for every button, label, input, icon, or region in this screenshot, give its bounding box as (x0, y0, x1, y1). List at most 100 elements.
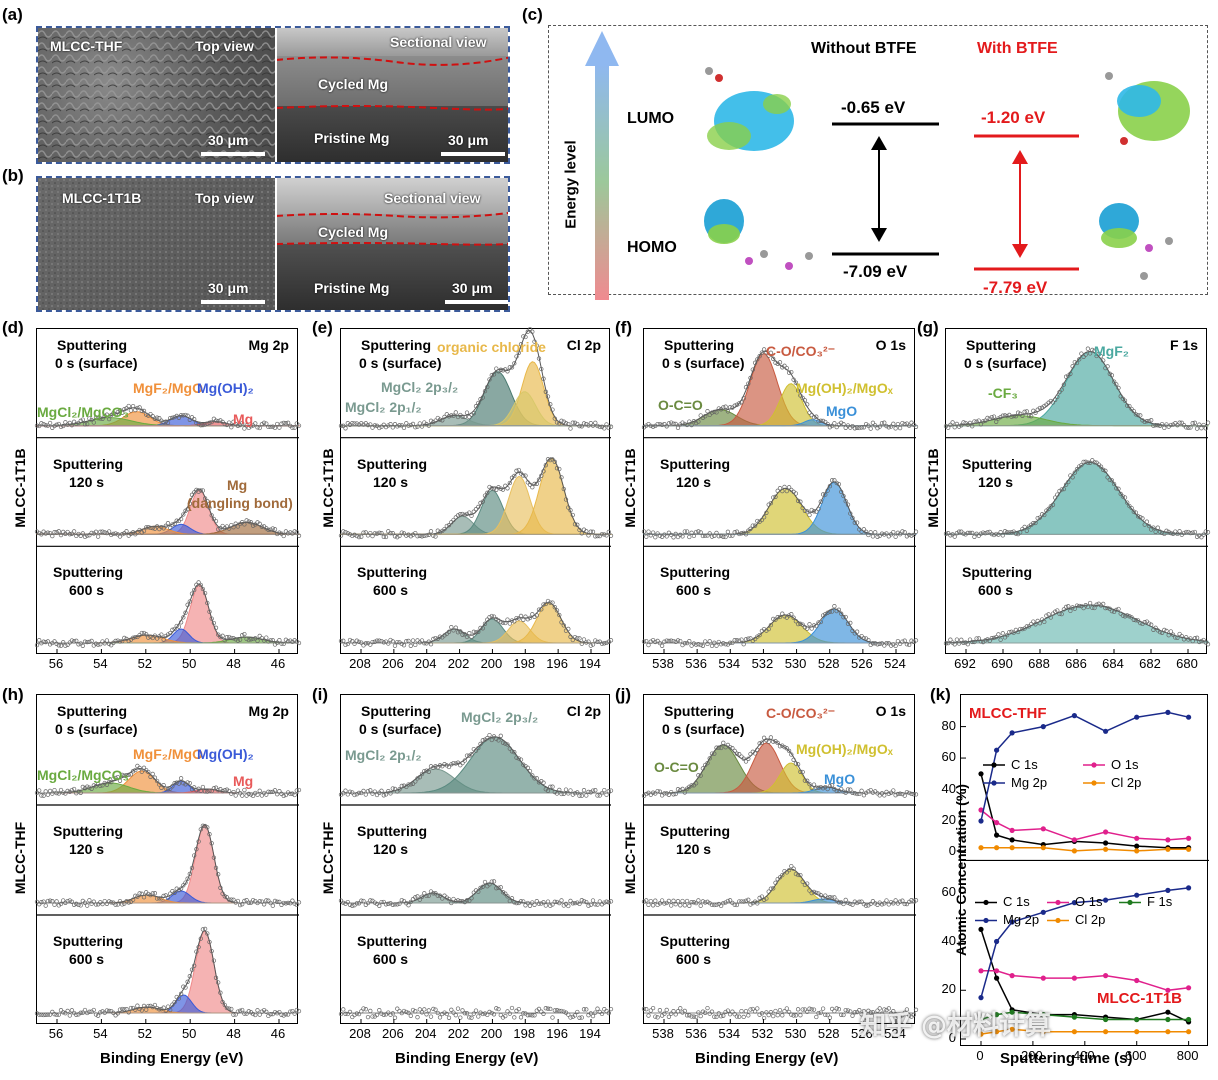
k-point-1-2-5 (1103, 1016, 1109, 1023)
sem-interface-lines-b (276, 211, 508, 246)
peak-label-h-2: MgCl₂/MgCO₃ (37, 767, 130, 783)
peak-label-d-4: Mg (227, 477, 248, 493)
with-homo-value: -7.79 eV (983, 278, 1048, 297)
panel-label-c: (c) (522, 5, 543, 24)
gap-arrowhead-up-with (1012, 150, 1028, 164)
x-tick-g: 684 (1102, 656, 1124, 671)
xps-datapoints-e-2 (338, 598, 614, 648)
x-tick-g: 680 (1176, 656, 1198, 671)
sputter-label-h-2: Sputtering (53, 933, 123, 949)
k-point-0-3-8 (1186, 846, 1192, 852)
k-point-0-1-5 (1103, 829, 1109, 835)
sputter-label-e-0: Sputtering (361, 337, 431, 353)
sputter-label-i-2: Sputtering (357, 933, 427, 949)
x-tick-d: 50 (181, 656, 197, 671)
x-tick-j: 526 (850, 1026, 873, 1041)
peak-label-d-1: Mg(OH)₂ (197, 380, 254, 396)
x-tick-f: 524 (884, 656, 906, 671)
panel-label-h: (h) (2, 685, 24, 704)
k-point-0-3-3 (1040, 845, 1046, 851)
sputter-time-h-1: 120 s (69, 841, 105, 857)
ylabel-f: MLCC-1T1B (622, 448, 638, 528)
sem-section-label-a: Sectional view (390, 34, 487, 50)
x-tick-h: 50 (181, 1026, 197, 1041)
peak-label-h-0: MgF₂/MgO (133, 746, 203, 762)
xps-datapoints-d-2 (34, 580, 302, 648)
x-tick-d: 52 (137, 656, 153, 671)
xps-datapoints-e-0 (338, 326, 614, 431)
xps-panel-f: Sputtering 0 s (surface) Sputtering 120 s Sp… (641, 328, 919, 654)
lumo-orbital-with-icon (1105, 72, 1190, 145)
x-tick-e: 198 (513, 656, 536, 671)
sem-section-view-a (276, 28, 508, 162)
sputter-time-e-0: 0 s (surface) (359, 355, 442, 371)
peak-label-f-0: C-O/CO₃²⁻ (766, 343, 836, 359)
xlabel-h: Binding Energy (eV) (100, 1050, 244, 1067)
k-y-tick: 40 (941, 932, 956, 948)
x-tick-d: 46 (270, 656, 286, 671)
sputter-time-d-2: 600 s (69, 582, 105, 599)
peak-label-h-1: Mg(OH)₂ (197, 746, 254, 762)
peak-label-f-2: O-C=O (658, 397, 703, 413)
k-point-0-2-2 (1009, 730, 1015, 736)
k-plot-svg (961, 709, 1209, 1046)
k-point-0-2-4 (1071, 713, 1077, 719)
x-tick-g: 686 (1065, 656, 1087, 671)
energy-axis-label: Energy level (562, 140, 580, 229)
k-point-0-2-6 (1134, 714, 1140, 720)
k-point-1-4-7 (1165, 1029, 1171, 1035)
k-point-0-2-3 (1040, 724, 1046, 730)
sputter-label-j-2: Sputtering (660, 933, 730, 949)
x-tick-e: 200 (480, 656, 503, 671)
sem-texture-b (38, 178, 276, 310)
panel-label-e: (e) (312, 318, 333, 337)
x-tick-f: 528 (817, 656, 840, 671)
x-tick-g: 682 (1139, 656, 1161, 671)
sputter-time-d-1: 120 s (69, 473, 105, 490)
k-point-1-3-5 (1103, 897, 1109, 903)
k-legend-label-1-2: F 1s (1147, 894, 1173, 910)
k-legend-marker (1091, 762, 1097, 768)
peak-label-j-2: O-C=O (654, 759, 699, 775)
without-lumo-value: -0.65 eV (841, 98, 906, 117)
k-xlabel: Sputtering time (s) (1000, 1050, 1133, 1067)
core-level-title-e: Cl 2p (566, 337, 601, 353)
sputter-label-f-0: Sputtering (664, 337, 734, 353)
xps-panel-e: Sputtering 0 s (surface) Sputtering 120 s Sp… (338, 326, 614, 654)
sem-texture-a (38, 28, 276, 162)
scale-bar (201, 300, 265, 304)
sem-scale-label-b2: 30 μm (452, 280, 493, 296)
peak-label-d-0: MgF₂/MgO (133, 380, 203, 396)
k-point-0-3-7 (1165, 846, 1171, 852)
xps-datapoints-h-2 (34, 926, 302, 1019)
x-tick-j: 538 (652, 1026, 674, 1041)
k-y-tick: 60 (941, 749, 956, 765)
k-y-tick: 60 (941, 883, 956, 899)
k-point-0-3-5 (1103, 846, 1109, 852)
core-level-title-h: Mg 2p (248, 703, 289, 719)
x-tick-f: 532 (751, 656, 774, 671)
k-point-1-1-7 (1165, 987, 1171, 993)
sem-section-view-b (276, 178, 508, 310)
x-tick-f: 534 (718, 656, 741, 671)
xps-datapoints-j-1 (641, 863, 919, 909)
k-legend-marker (1055, 917, 1061, 924)
xps-peak-i-0-1 (341, 736, 611, 794)
k-point-0-3-4 (1071, 848, 1077, 854)
sem-section-label-b: Sectional view (384, 190, 481, 206)
scale-bar (441, 152, 505, 156)
k-panel-title-0: MLCC-THF (969, 705, 1047, 722)
sputter-label-g-1: Sputtering (962, 455, 1032, 472)
xps-panel-i: Sputtering 0 s (surface) Sputtering 120 s Sp… (338, 694, 614, 1024)
x-tick-e: 194 (579, 656, 601, 671)
sputter-time-h-0: 0 s (surface) (55, 721, 138, 737)
sem-scale-label-a1: 30 μm (208, 132, 249, 148)
peak-label-f-3: MgO (826, 403, 858, 419)
without-homo-value: -7.09 eV (843, 262, 908, 281)
k-y-tick: 20 (941, 981, 956, 997)
xps-datapoints-j-0 (641, 735, 919, 798)
peak-label-i-0: MgCl₂ 2p₃/₂ (461, 709, 539, 725)
k-legend-label-1-4: Cl 2p (1075, 912, 1106, 928)
k-plot-frame: MLCC-THF C 1s O 1s Mg 2p Cl 2p MLCC-1T1B C 1s O… (960, 694, 1209, 1046)
xps-datapoints-f-1 (641, 478, 919, 540)
